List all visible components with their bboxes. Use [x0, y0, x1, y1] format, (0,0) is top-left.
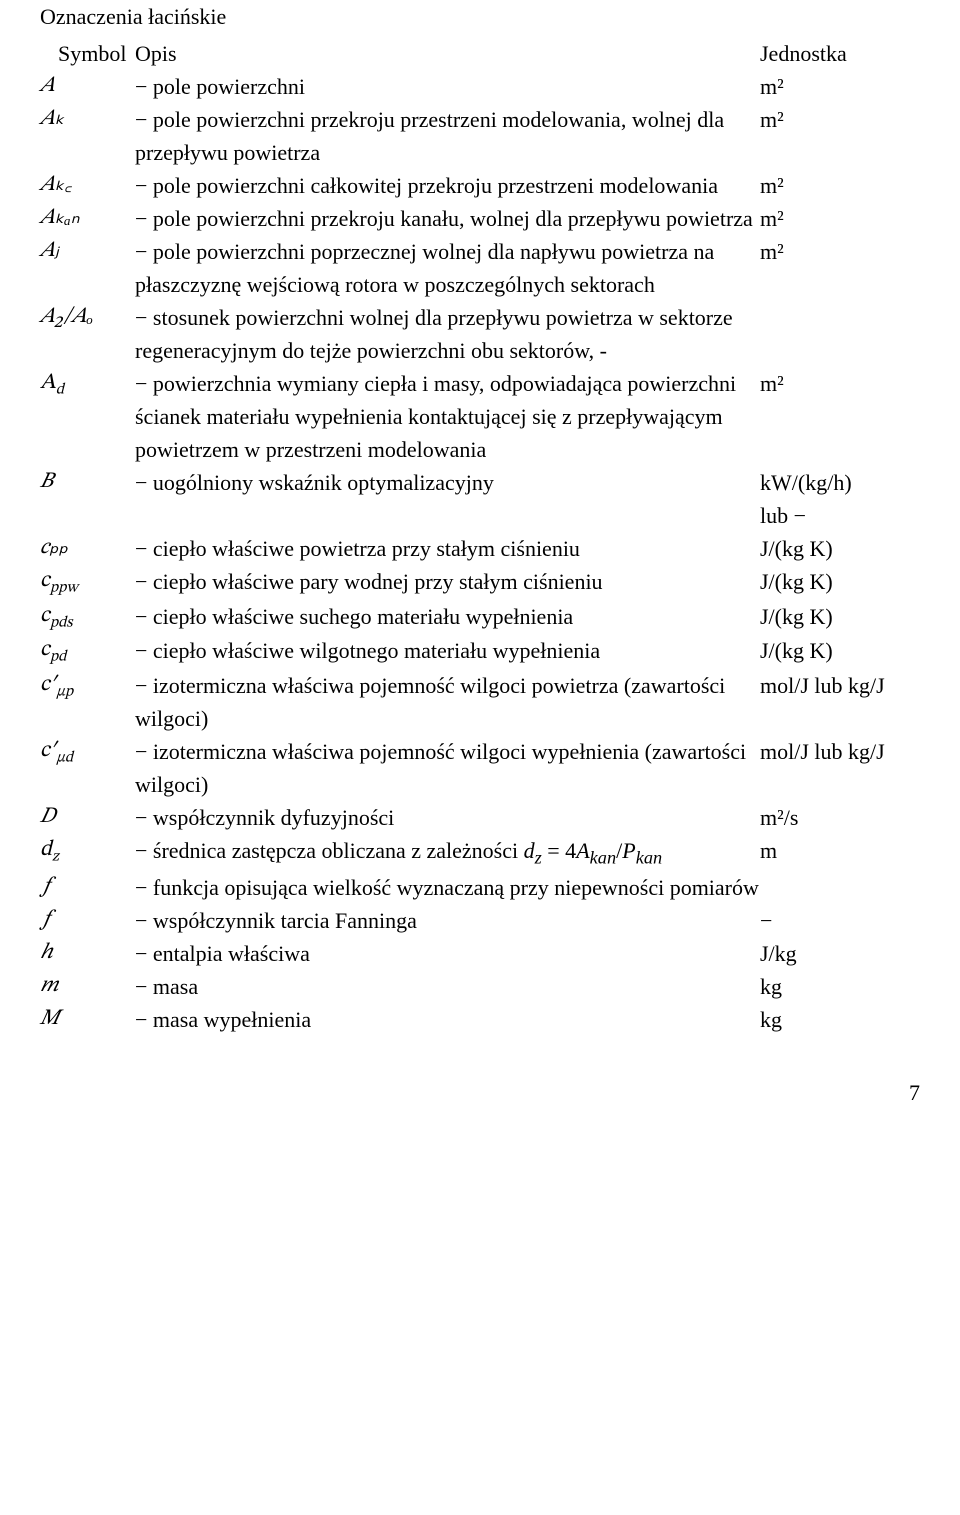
symbol-cell: Ad	[40, 367, 135, 466]
unit-cell: kW/(kg/h)lub −	[760, 466, 920, 532]
unit-cell: m²	[760, 103, 920, 169]
unit-cell: m²	[760, 70, 920, 103]
table-row: cpd− ciepło właściwe wilgotnego materiał…	[40, 634, 920, 669]
table-row: 𝑀− masa wypełnieniakg	[40, 1003, 920, 1036]
table-row: 𝐴ₖ− pole powierzchni przekroju przestrze…	[40, 103, 920, 169]
unit-cell: kg	[760, 970, 920, 1003]
unit-cell: m²	[760, 169, 920, 202]
table-row: cppw− ciepło właściwe pary wodnej przy s…	[40, 565, 920, 600]
table-row: 𝑓− funkcja opisująca wielkość wyznaczaną…	[40, 871, 920, 904]
unit-cell: m²/s	[760, 801, 920, 834]
table-row: Ad− powierzchnia wymiany ciepła i masy, …	[40, 367, 920, 466]
unit-cell: m²	[760, 367, 920, 466]
description-cell: − uogólniony wskaźnik optymalizacyjny	[135, 466, 760, 532]
symbol-cell: 𝑓	[40, 904, 135, 937]
unit-cell: J/(kg K)	[760, 634, 920, 669]
unit-cell: mol/J lub kg/J	[760, 735, 920, 801]
symbol-cell: 𝐷	[40, 801, 135, 834]
table-row: 𝐴− pole powierzchnim²	[40, 70, 920, 103]
description-cell: − ciepło właściwe pary wodnej przy stały…	[135, 565, 760, 600]
description-cell: − współczynnik dyfuzyjności	[135, 801, 760, 834]
description-cell: − izotermiczna właściwa pojemność wilgoc…	[135, 735, 760, 801]
description-cell: − ciepło właściwe wilgotnego materiału w…	[135, 634, 760, 669]
unit-cell: J/kg	[760, 937, 920, 970]
table-row: dz− średnica zastępcza obliczana z zależ…	[40, 834, 920, 872]
symbol-cell: 𝑐ₚₚ	[40, 532, 135, 565]
table-header-row: Symbol Opis Jednostka	[40, 37, 920, 70]
description-cell: − entalpia właściwa	[135, 937, 760, 970]
description-cell: − pole powierzchni poprzecznej wolnej dl…	[135, 235, 760, 301]
table-row: 𝑓− współczynnik tarcia Fanninga−	[40, 904, 920, 937]
section-title: Oznaczenia łacińskie	[40, 0, 920, 33]
symbol-cell: 𝐴	[40, 70, 135, 103]
unit-cell: m	[760, 834, 920, 872]
symbol-cell: 𝐴₂/𝐴ₒ	[40, 301, 135, 367]
symbol-cell: 𝑚	[40, 970, 135, 1003]
symbol-cell: 𝐵	[40, 466, 135, 532]
table-row: 𝑚− masakg	[40, 970, 920, 1003]
page-number: 7	[40, 1076, 920, 1109]
symbols-table: Symbol Opis Jednostka 𝐴− pole powierzchn…	[40, 37, 920, 1036]
symbol-cell: cpd	[40, 634, 135, 669]
table-row: 𝐴ⱼ− pole powierzchni poprzecznej wolnej …	[40, 235, 920, 301]
description-cell: − ciepło właściwe suchego materiału wype…	[135, 600, 760, 635]
description-cell: − izotermiczna właściwa pojemność wilgoc…	[135, 669, 760, 735]
description-cell: − masa wypełnienia	[135, 1003, 760, 1036]
symbol-cell: dz	[40, 834, 135, 872]
description-cell: − masa	[135, 970, 760, 1003]
symbol-cell: 𝐴ₖₐₙ	[40, 202, 135, 235]
unit-cell	[760, 301, 920, 367]
header-desc: Opis	[135, 37, 760, 70]
table-row: 𝐴ₖ꜀− pole powierzchni całkowitej przekro…	[40, 169, 920, 202]
header-unit: Jednostka	[760, 37, 920, 70]
description-cell: − ciepło właściwe powietrza przy stałym …	[135, 532, 760, 565]
symbol-cell: cpds	[40, 600, 135, 635]
unit-cell: −	[760, 904, 920, 937]
table-row: 𝐷− współczynnik dyfuzyjnościm²/s	[40, 801, 920, 834]
description-cell: − pole powierzchni całkowitej przekroju …	[135, 169, 760, 202]
unit-cell: J/(kg K)	[760, 532, 920, 565]
description-cell: − funkcja opisująca wielkość wyznaczaną …	[135, 871, 760, 904]
symbol-cell: 𝐴ₖ	[40, 103, 135, 169]
symbol-cell: ℎ	[40, 937, 135, 970]
table-row: 𝐵− uogólniony wskaźnik optymalizacyjnykW…	[40, 466, 920, 532]
unit-cell: J/(kg K)	[760, 565, 920, 600]
description-cell: − pole powierzchni przekroju kanału, wol…	[135, 202, 760, 235]
unit-cell: kg	[760, 1003, 920, 1036]
description-cell: − średnica zastępcza obliczana z zależno…	[135, 834, 760, 872]
symbol-cell: 𝑀	[40, 1003, 135, 1036]
unit-cell	[760, 871, 920, 904]
description-cell: − współczynnik tarcia Fanninga	[135, 904, 760, 937]
page-container: Oznaczenia łacińskie Symbol Opis Jednost…	[0, 0, 960, 1139]
symbol-cell: c′μd	[40, 735, 135, 801]
description-cell: − pole powierzchni	[135, 70, 760, 103]
table-row: ℎ− entalpia właściwaJ/kg	[40, 937, 920, 970]
table-row: 𝐴ₖₐₙ− pole powierzchni przekroju kanału,…	[40, 202, 920, 235]
table-row: c′μd− izotermiczna właściwa pojemność wi…	[40, 735, 920, 801]
unit-cell: mol/J lub kg/J	[760, 669, 920, 735]
symbol-cell: 𝐴ₖ꜀	[40, 169, 135, 202]
symbol-cell: 𝑓	[40, 871, 135, 904]
symbol-cell: 𝐴ⱼ	[40, 235, 135, 301]
unit-note: lub −	[760, 499, 920, 532]
unit-cell: m²	[760, 202, 920, 235]
description-cell: − powierzchnia wymiany ciepła i masy, od…	[135, 367, 760, 466]
symbol-cell: cppw	[40, 565, 135, 600]
description-cell: − stosunek powierzchni wolnej dla przepł…	[135, 301, 760, 367]
table-row: cpds− ciepło właściwe suchego materiału …	[40, 600, 920, 635]
table-row: c′μp− izotermiczna właściwa pojemność wi…	[40, 669, 920, 735]
table-row: 𝐴₂/𝐴ₒ− stosunek powierzchni wolnej dla p…	[40, 301, 920, 367]
symbol-cell: c′μp	[40, 669, 135, 735]
header-symbol: Symbol	[40, 37, 135, 70]
description-cell: − pole powierzchni przekroju przestrzeni…	[135, 103, 760, 169]
table-row: 𝑐ₚₚ− ciepło właściwe powietrza przy stał…	[40, 532, 920, 565]
unit-cell: m²	[760, 235, 920, 301]
unit-cell: J/(kg K)	[760, 600, 920, 635]
